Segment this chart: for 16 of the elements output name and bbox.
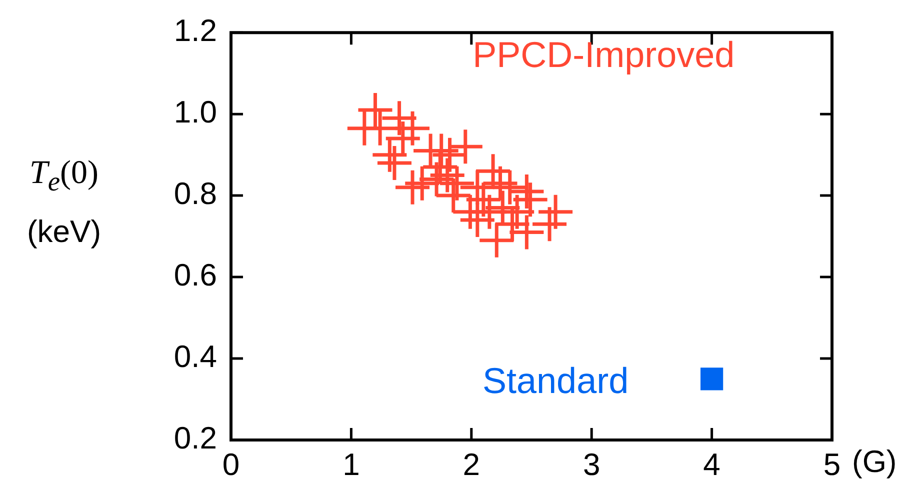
y-tick-label: 0.6 (174, 258, 217, 293)
x-tick-label: 0 (222, 447, 240, 482)
x-tick-label: 1 (342, 447, 360, 482)
x-tick-label: 3 (582, 447, 600, 482)
y-tick-label: 0.2 (174, 420, 217, 456)
y-axis-title: T$_{e}$(0) (keV) (26, 154, 102, 251)
y-tick-label: 1.2 (174, 13, 217, 48)
y-tick-label: 1.0 (174, 94, 217, 130)
y-tick-label: 0.4 (174, 339, 217, 374)
y-tick-label: 0.8 (174, 176, 217, 212)
x-tick-label: 5 (823, 447, 841, 482)
x-axis-title: (G) (852, 444, 897, 480)
series-label: Standard (482, 360, 629, 401)
series-label: PPCD-Improved (472, 34, 735, 75)
x-tick-label: 4 (703, 447, 720, 482)
x-tick-label: 2 (462, 447, 480, 482)
